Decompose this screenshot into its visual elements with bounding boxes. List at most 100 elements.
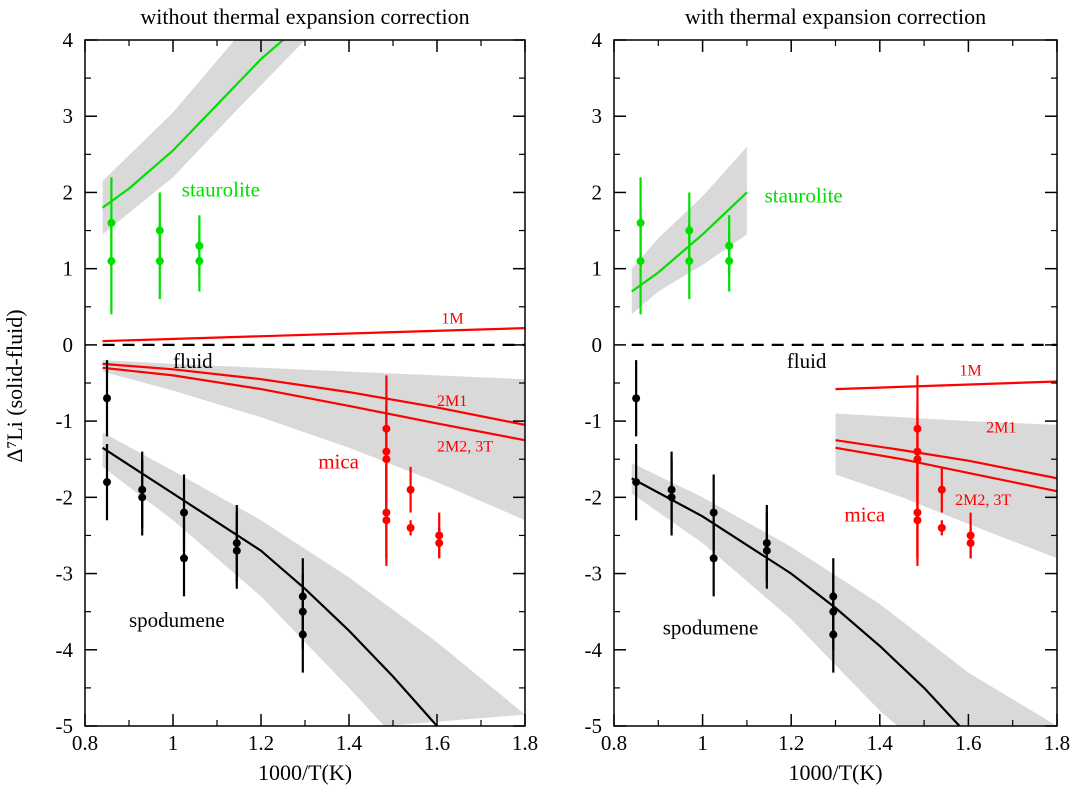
x-tick-label: 1.2: [248, 731, 274, 755]
data-point-12: [709, 554, 718, 563]
annotation-label: fluid: [173, 349, 213, 373]
data-point-24: [937, 523, 946, 532]
data-point-23: [406, 485, 415, 494]
y-tick-label: -2: [585, 485, 603, 509]
y-tick-label: -1: [585, 409, 603, 433]
y-tick-label: 1: [63, 257, 74, 281]
plot-area: [631, 146, 1057, 726]
annotation-label: 1M: [960, 362, 982, 379]
data-point-17: [298, 630, 307, 639]
data-point-10: [138, 493, 147, 502]
x-tick-label: 1.6: [955, 731, 981, 755]
y-tick-label: 4: [63, 28, 74, 52]
x-tick-label: 1.8: [1044, 731, 1070, 755]
annotation-label: 1M: [441, 311, 463, 328]
fit-curve-3: [102, 362, 525, 426]
fit-curve-2: [102, 327, 525, 343]
annotation-label: spodumene: [129, 608, 225, 632]
data-point-12: [180, 554, 188, 563]
plot-area: [101, 40, 525, 726]
y-tick-label: -4: [585, 638, 603, 662]
x-tick-label: 0.8: [601, 731, 627, 755]
annotation-label: 2M2, 3T: [955, 492, 1011, 509]
fit-curve-4: [835, 446, 1057, 493]
y-tick-label: 4: [592, 28, 603, 52]
uncertainty-band-3: [102, 432, 525, 726]
x-tick-label: 1: [697, 731, 708, 755]
y-tick-label: 3: [63, 104, 74, 128]
data-point-6: [725, 257, 734, 266]
data-point-22: [913, 516, 922, 525]
fit-curve-1: [631, 191, 748, 293]
data-point-20: [382, 455, 391, 464]
x-tick-label: 0.8: [72, 731, 98, 755]
y-tick-label: 3: [592, 104, 603, 128]
data-point-8: [103, 478, 111, 487]
data-point-2: [636, 257, 645, 266]
shared-y-axis-label: Δ⁷Li (solid-fluid): [2, 309, 27, 462]
y-tick-label: 0: [63, 333, 74, 357]
data-point-10: [667, 493, 676, 502]
annotation-label: 2M1: [986, 420, 1016, 437]
y-tick-label: -2: [56, 485, 74, 509]
panel-title: with thermal expansion correction: [685, 4, 986, 29]
annotation-label: 2M2, 3T: [437, 439, 493, 456]
fit-curve-5: [631, 477, 961, 726]
annotation-label: fluid: [787, 349, 827, 373]
data-point-6: [195, 257, 204, 266]
data-point-8: [632, 478, 641, 487]
fit-curve-5: [102, 446, 438, 726]
data-point-11: [180, 508, 188, 517]
x-tick-label: 1.2: [778, 731, 804, 755]
annotation-label: staurolite: [765, 183, 843, 207]
x-axis-label: 1000/T(K): [258, 760, 352, 785]
data-point-4: [685, 257, 694, 266]
fit-curve-1: [101, 40, 284, 209]
y-tick-label: 2: [592, 180, 603, 204]
data-point-2: [107, 257, 116, 266]
annotation-label: 2M1: [437, 393, 467, 410]
y-tick-label: -1: [56, 409, 74, 433]
uncertainty-band-2: [102, 360, 525, 521]
y-tick-label: 1: [592, 257, 603, 281]
data-point-22: [382, 516, 391, 525]
data-point-17: [829, 630, 838, 639]
y-tick-label: -5: [585, 714, 603, 738]
panel-2: 0.8 1 1.2 1.4 1.6 1.8 -5 -4 -3 -2 -1 0 1 2 3 4 staurolit…: [585, 4, 1071, 785]
x-axis-label: 1000/T(K): [788, 760, 882, 785]
panel-1: 0.8 1 1.2 1.4 1.6 1.8 -5 -4 -3 -2 -1 0 1 2 3 4 staurolit…: [56, 4, 539, 785]
annotation-label: mica: [318, 449, 359, 473]
data-point-7: [103, 394, 111, 403]
uncertainty-band-3: [631, 463, 1057, 726]
fit-curve-4: [102, 366, 525, 442]
data-point-20: [913, 455, 922, 464]
uncertainty-band-1: [102, 40, 305, 235]
data-point-4: [155, 257, 164, 266]
y-tick-label: 0: [592, 333, 603, 357]
data-point-26: [966, 539, 975, 548]
data-point-24: [406, 523, 415, 532]
uncertainty-band-2: [835, 413, 1057, 559]
x-tick-label: 1.8: [512, 731, 538, 755]
data-point-26: [435, 539, 444, 548]
x-tick-label: 1.6: [424, 731, 450, 755]
y-tick-label: -4: [56, 638, 74, 662]
x-tick-label: 1.4: [336, 731, 363, 755]
annotation-label: mica: [844, 503, 885, 527]
data-point-23: [937, 485, 946, 494]
fit-curve-2: [835, 380, 1057, 391]
data-point-11: [709, 508, 718, 517]
annotation-label: staurolite: [182, 177, 260, 201]
y-tick-label: -3: [585, 562, 603, 586]
fit-curve-3: [835, 439, 1057, 480]
x-tick-label: 1.4: [867, 731, 894, 755]
x-tick-label: 1: [168, 731, 179, 755]
y-tick-label: 2: [63, 180, 74, 204]
annotation-label: spodumene: [663, 616, 759, 640]
data-point-14: [232, 546, 241, 555]
data-point-14: [762, 546, 771, 555]
data-point-7: [632, 394, 641, 403]
y-tick-label: -5: [56, 714, 74, 738]
